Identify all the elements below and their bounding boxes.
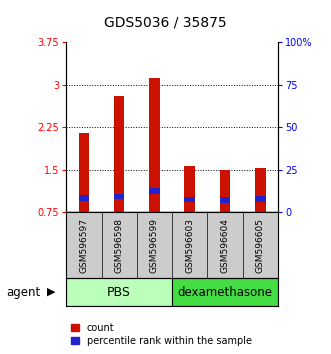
- Text: GDS5036 / 35875: GDS5036 / 35875: [104, 16, 227, 30]
- Text: GSM596598: GSM596598: [115, 218, 124, 273]
- Bar: [114, 96, 124, 212]
- Bar: [78, 133, 89, 212]
- Text: dexamethasone: dexamethasone: [177, 286, 273, 298]
- Bar: [220, 197, 230, 203]
- Text: agent: agent: [7, 286, 41, 298]
- Bar: [184, 196, 195, 202]
- Bar: [172, 278, 278, 306]
- Bar: [78, 195, 89, 201]
- Text: GSM596605: GSM596605: [256, 218, 265, 273]
- Bar: [66, 278, 172, 306]
- Text: GSM596597: GSM596597: [79, 218, 88, 273]
- Text: PBS: PBS: [107, 286, 131, 298]
- Bar: [255, 196, 266, 202]
- Text: ▶: ▶: [47, 287, 56, 297]
- Text: GSM596599: GSM596599: [150, 218, 159, 273]
- Bar: [255, 168, 266, 212]
- Text: GSM596604: GSM596604: [220, 218, 230, 273]
- Bar: [149, 188, 160, 194]
- Bar: [114, 194, 124, 199]
- Text: GSM596603: GSM596603: [185, 218, 194, 273]
- Legend: count, percentile rank within the sample: count, percentile rank within the sample: [71, 323, 252, 346]
- Bar: [220, 170, 230, 212]
- Bar: [184, 166, 195, 212]
- Bar: [149, 78, 160, 212]
